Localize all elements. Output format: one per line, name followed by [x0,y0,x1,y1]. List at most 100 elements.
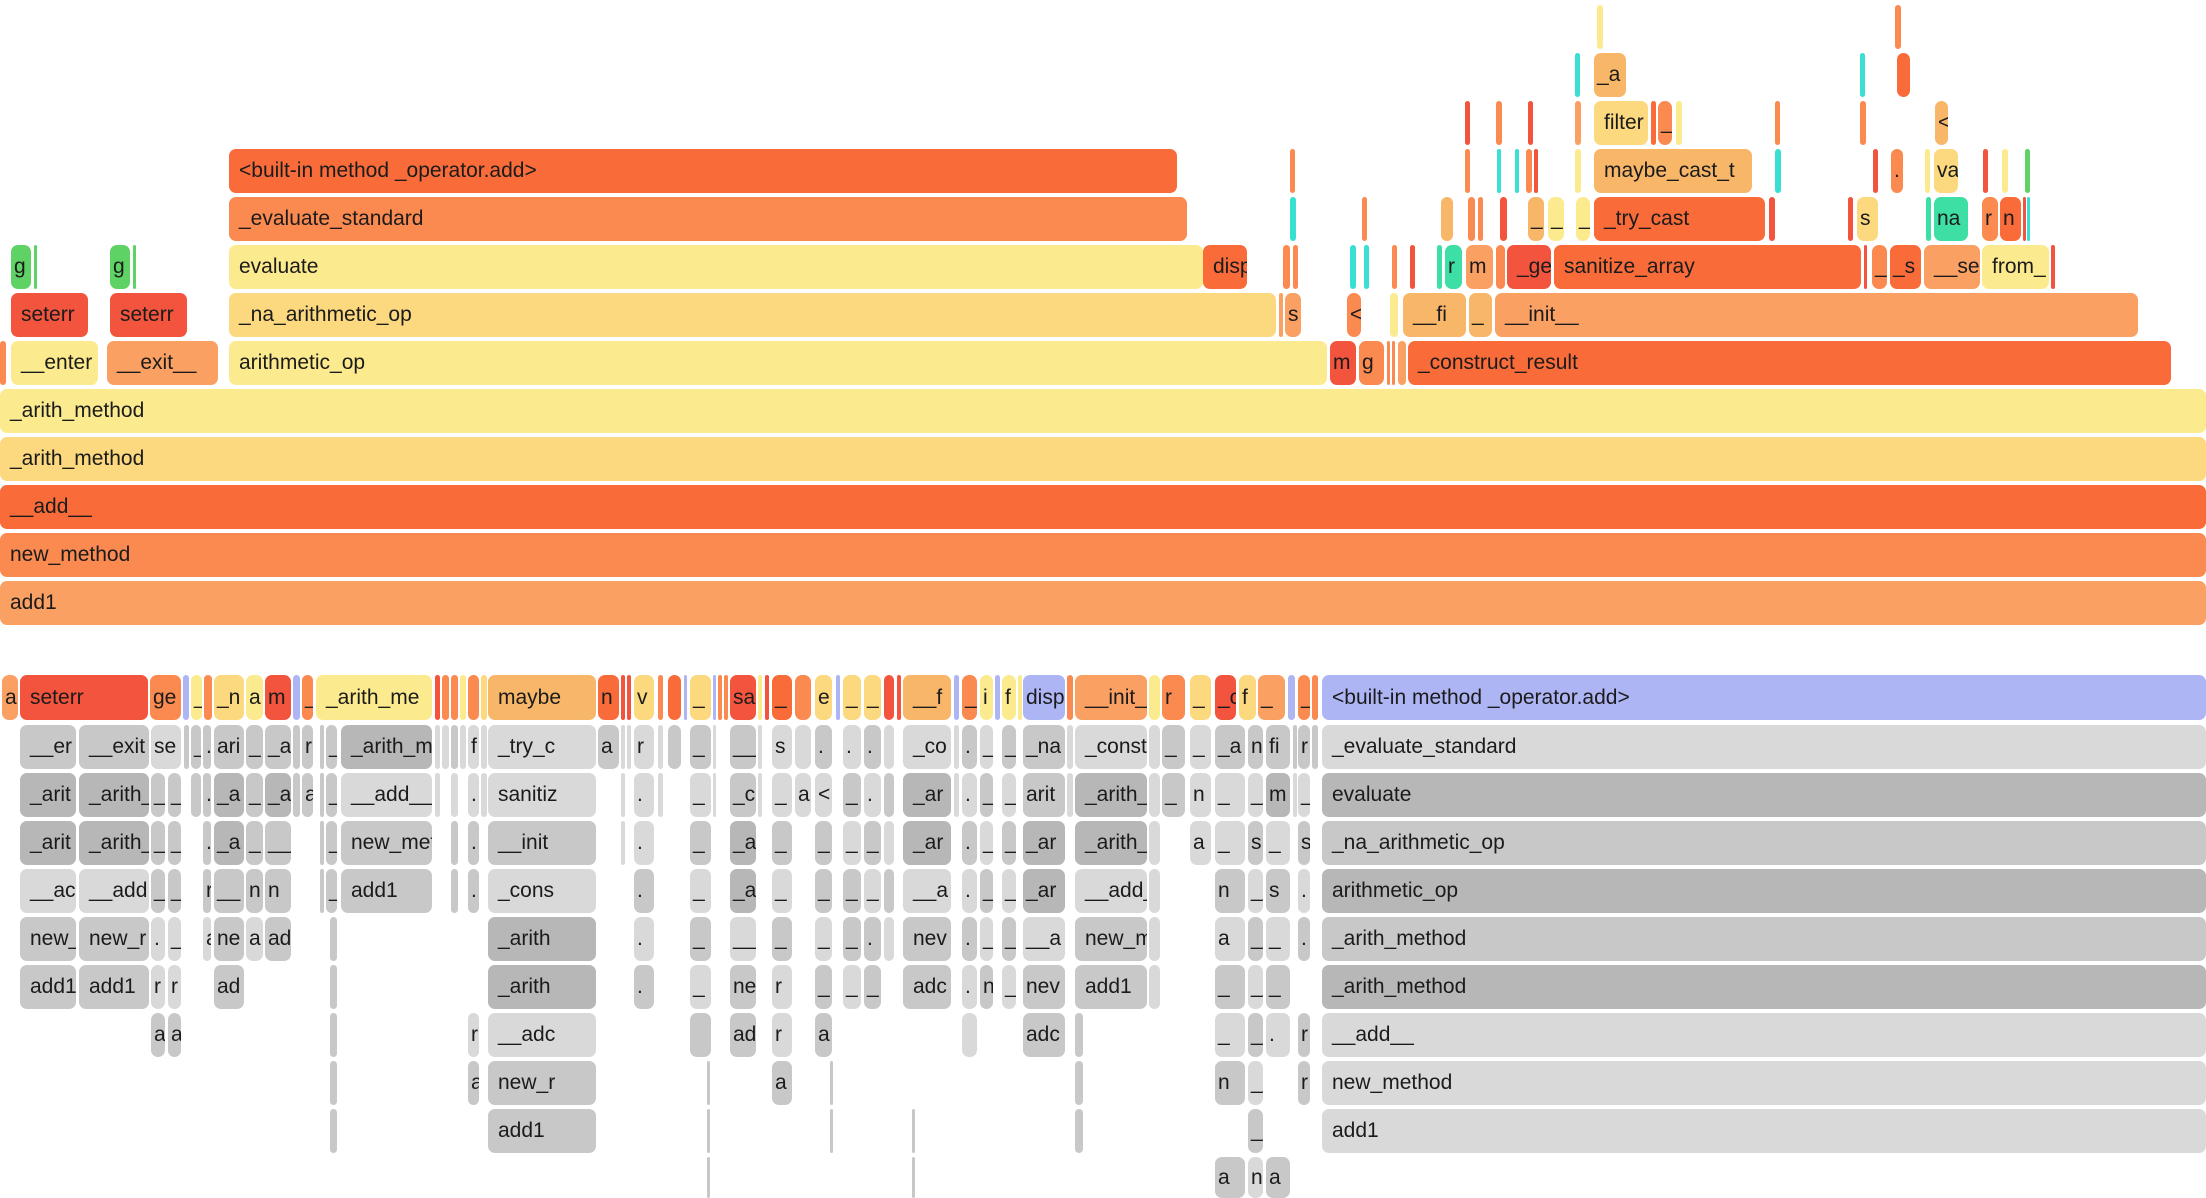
frame-bar[interactable] [1575,53,1580,97]
frame-bar[interactable]: _ [843,675,861,720]
frame-bar[interactable] [884,821,894,865]
frame-bar[interactable] [0,341,6,385]
frame-bar[interactable]: __add_ [1075,869,1147,913]
frame-bar[interactable]: __init__ [1495,293,2138,337]
frame-bar[interactable]: _ [843,965,861,1009]
frame-bar[interactable]: _ [980,773,993,817]
frame-bar[interactable] [684,675,687,720]
frame-bar[interactable] [1392,245,1397,289]
frame-bar[interactable] [668,725,681,769]
frame-bar[interactable] [320,773,324,817]
frame-bar[interactable] [1925,149,1930,193]
frame-bar[interactable]: _na [1023,725,1065,769]
frame-bar[interactable] [884,675,894,720]
frame-bar[interactable] [460,725,466,769]
frame-bar[interactable]: . [864,917,881,961]
frame-bar[interactable]: _ [1266,917,1290,961]
frame-bar[interactable] [836,675,840,720]
frame-bar[interactable]: __a [1023,917,1065,961]
frame-bar[interactable] [1496,101,1502,145]
frame-bar[interactable] [133,245,136,289]
frame-bar[interactable]: . [815,725,832,769]
frame-bar[interactable] [1288,675,1295,720]
frame-bar[interactable]: n [1248,725,1263,769]
frame-bar[interactable] [1468,197,1475,241]
frame-bar-selected[interactable]: <built-in method _operator.add> [229,149,1177,193]
frame-bar[interactable] [1676,101,1682,145]
frame-bar[interactable] [1149,675,1160,720]
frame-bar[interactable] [1312,675,1318,720]
frame-bar[interactable]: a [815,1013,832,1057]
frame-bar[interactable]: _ [151,773,165,817]
frame-bar[interactable]: _ [1002,869,1016,913]
frame-bar[interactable] [830,1061,833,1105]
frame-bar[interactable]: ad [265,917,291,961]
frame-bar[interactable]: . [864,773,881,817]
frame-bar[interactable]: _ [772,821,792,865]
frame-bar[interactable]: s [1248,821,1263,865]
frame-bar[interactable]: i [980,675,993,720]
frame-bar[interactable]: _c [1215,675,1236,720]
frame-bar[interactable] [1293,245,1298,289]
frame-bar[interactable]: __ac [20,869,76,913]
frame-bar[interactable] [1651,101,1656,145]
frame-bar[interactable] [912,1109,915,1153]
frame-bar[interactable]: add1 [341,869,432,913]
frame-bar[interactable]: n [598,675,619,720]
frame-bar[interactable]: r [634,725,654,769]
frame-bar[interactable]: __f [903,675,951,720]
frame-bar[interactable] [795,675,811,720]
frame-bar[interactable] [451,675,458,720]
frame-bar[interactable] [1873,149,1878,193]
frame-bar[interactable]: _ [690,821,711,865]
frame-bar[interactable] [451,773,458,817]
frame-bar[interactable]: g [11,245,31,289]
frame-bar[interactable]: r [772,965,792,1009]
frame-bar[interactable]: r [1162,675,1185,720]
frame-bar[interactable] [884,725,894,769]
frame-bar[interactable]: maybe [488,675,596,720]
frame-bar[interactable]: _ [980,917,993,961]
frame-bar[interactable] [1575,149,1581,193]
frame-bar[interactable] [184,725,189,769]
frame-bar[interactable] [954,725,959,769]
frame-bar[interactable]: . [962,869,977,913]
frame-bar[interactable]: . [634,917,654,961]
frame-bar[interactable]: _arit [20,821,76,865]
frame-bar[interactable]: _ [246,773,263,817]
frame-bar[interactable] [707,1109,710,1153]
frame-bar[interactable]: arit [1023,773,1065,817]
frame-bar[interactable]: _ [1248,965,1263,1009]
frame-bar[interactable]: adc [1023,1013,1065,1057]
frame-bar[interactable]: _ [772,773,792,817]
frame-bar[interactable]: __ [265,821,291,865]
frame-bar[interactable] [1149,821,1160,865]
frame-bar[interactable]: _ [326,773,337,817]
frame-bar[interactable]: _ [772,675,792,720]
frame-bar[interactable]: _ar [1023,869,1065,913]
frame-bar[interactable]: _ [1248,1061,1263,1105]
frame-bar[interactable]: _ [246,725,263,769]
frame-bar[interactable]: se [151,725,181,769]
frame-bar[interactable]: _try_c [488,725,596,769]
frame-bar[interactable] [1067,773,1073,817]
frame-bar[interactable] [1410,245,1415,289]
frame-bar[interactable] [293,725,300,769]
frame-bar[interactable] [1497,149,1501,193]
frame-bar[interactable] [1075,1109,1083,1153]
frame-bar[interactable]: _ [1248,869,1263,913]
frame-bar[interactable]: __add [79,869,149,913]
frame-bar[interactable]: _arith_me [316,675,432,720]
frame-bar[interactable]: _ [1576,197,1590,241]
frame-bar[interactable]: r [302,725,313,769]
frame-bar[interactable] [621,725,625,769]
frame-bar[interactable] [1362,197,1367,241]
frame-bar[interactable]: r [1445,245,1462,289]
frame-bar[interactable]: disp [1023,675,1065,720]
frame-bar[interactable] [183,675,189,720]
frame-bar[interactable]: _ [690,965,711,1009]
frame-bar[interactable] [658,675,663,720]
frame-bar[interactable] [1149,773,1160,817]
frame-bar[interactable]: _ [1548,197,1564,241]
frame-bar[interactable]: g [110,245,130,289]
